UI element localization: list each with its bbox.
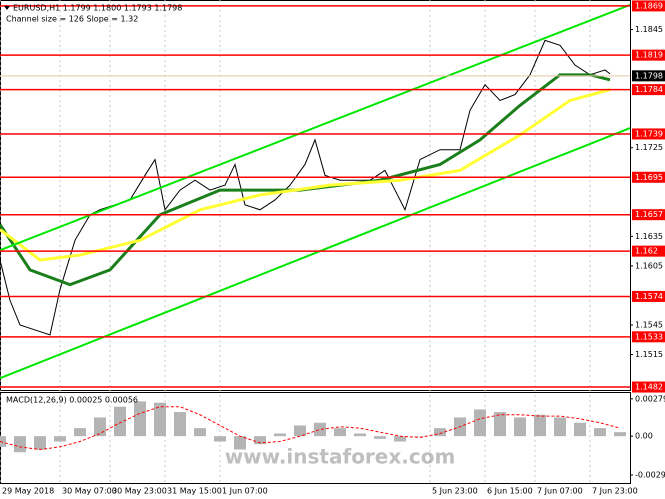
y-tick-label: 1.1605 <box>635 261 663 270</box>
x-tick-label: 7 Jun 23:00 <box>592 487 638 496</box>
macd-bar <box>554 417 566 437</box>
level-label: 1.1784 <box>635 85 663 94</box>
macd-bar <box>74 428 86 437</box>
macd-bar <box>34 436 46 450</box>
macd-bar <box>614 432 626 437</box>
macd-bar <box>354 433 366 437</box>
macd-bar <box>594 428 606 437</box>
level-label: 1.1869 <box>635 1 663 10</box>
level-label-box <box>632 290 665 302</box>
macd-bar <box>514 417 526 437</box>
macd-bar <box>134 401 146 437</box>
level-label-box <box>632 171 665 183</box>
level-label-box <box>632 381 665 393</box>
y-tick-label: 1.1515 <box>635 350 663 359</box>
y-tick-label: 0.00279 <box>635 394 665 403</box>
macd-bar <box>434 428 446 437</box>
x-tick-label: 31 May 15:00 <box>167 487 222 496</box>
x-tick-label: 5 Jun 23:00 <box>432 487 478 496</box>
level-label-box <box>632 0 665 12</box>
x-tick-label: 7 Jun 07:00 <box>537 487 583 496</box>
macd-bar <box>534 414 546 437</box>
macd-bar <box>0 436 6 447</box>
level-label: 1.162 <box>635 247 658 256</box>
macd-bar <box>574 422 586 437</box>
chart-title: EURUSD,H1 1.1799 1.1800 1.1793 1.1798 <box>13 4 182 13</box>
level-label: 1.1695 <box>635 173 663 182</box>
last-price-label: 1.1798 <box>635 71 663 80</box>
last-price-box <box>632 70 665 82</box>
y-tick-label: 0.00 <box>635 432 653 441</box>
y-tick-label: 1.1545 <box>635 321 663 330</box>
x-tick-label: 29 May 2018 <box>2 487 54 496</box>
macd-title: MACD(12,26,9) 0.00025 0.00056 <box>6 396 138 405</box>
macd-bar <box>214 436 226 442</box>
macd-bar <box>14 436 26 453</box>
level-label-box <box>632 49 665 61</box>
level-label-box <box>632 209 665 221</box>
x-tick-label: 1 Jun 07:00 <box>222 487 268 496</box>
level-label-box <box>632 128 665 140</box>
level-label: 1.1533 <box>635 332 663 341</box>
series-line <box>0 3 631 252</box>
level-label-box <box>632 245 665 257</box>
menu-icon <box>4 6 10 10</box>
x-tick-label: 30 May 07:00 <box>62 487 117 496</box>
level-label: 1.1574 <box>635 292 663 301</box>
macd-bar <box>114 406 126 437</box>
macd-bar <box>314 422 326 437</box>
macd-bar <box>294 425 306 437</box>
y-tick-label: 1.1725 <box>635 143 663 152</box>
x-tick-label: 6 Jun 15:00 <box>487 487 533 496</box>
series-line <box>0 88 611 262</box>
level-label: 1.1739 <box>635 129 663 138</box>
level-label: 1.1819 <box>635 51 663 60</box>
y-tick-label: 1.1845 <box>635 25 663 34</box>
macd-bar <box>154 402 166 437</box>
macd-bar <box>274 433 286 437</box>
level-label-box <box>632 84 665 96</box>
macd-bar <box>474 409 486 437</box>
macd-bar <box>394 436 406 442</box>
macd-bar <box>174 412 186 437</box>
macd-bar <box>374 436 386 439</box>
macd-bar <box>254 436 266 445</box>
watermark: www.instaforex.com <box>225 445 456 469</box>
signal-line <box>0 406 621 451</box>
chart-subtitle: Channel size = 126 Slope = 1.32 <box>6 15 138 24</box>
level-label: 1.1482 <box>635 383 663 392</box>
macd-bar <box>494 412 506 437</box>
level-label-box <box>632 331 665 343</box>
macd-bar <box>94 417 106 437</box>
macd-bar <box>414 436 426 437</box>
macd-bar <box>54 436 66 442</box>
level-label: 1.1657 <box>635 210 663 219</box>
macd-bar <box>334 428 346 437</box>
y-tick-label: 1.1635 <box>635 232 663 241</box>
macd-bar <box>234 436 246 450</box>
macd-bar <box>194 428 206 437</box>
x-tick-label: 30 May 23:00 <box>112 487 167 496</box>
y-tick-label: -0.0029 <box>635 470 665 479</box>
